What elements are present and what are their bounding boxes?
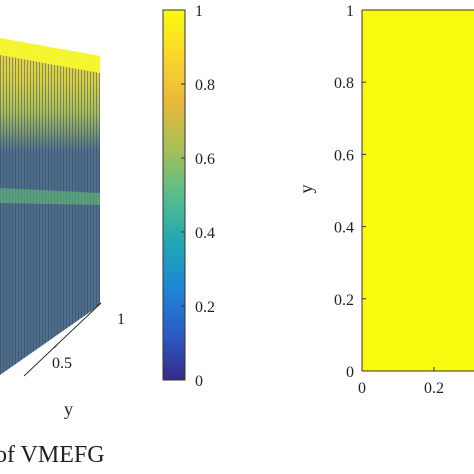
figure-caption: of VMEFG — [0, 442, 105, 468]
heatmap-x-tick-label: 0 — [358, 380, 366, 397]
y-tick-label: 1 — [117, 311, 125, 328]
colorbar: 0 0.2 0.4 0.6 0.8 1 — [162, 3, 215, 390]
colorbar-tick-label: 0.6 — [195, 151, 215, 168]
y-axis-label: y — [64, 399, 73, 419]
colorbar-gradient — [162, 9, 186, 381]
y-axis-line — [23, 302, 102, 377]
surface-side-mesh — [0, 55, 100, 375]
colorbar-tick-label: 1 — [195, 3, 203, 20]
surface-plot: 0.5 1 y — [0, 38, 125, 419]
surface-top-mesh — [0, 38, 100, 73]
y-tick-mark — [96, 302, 102, 307]
heatmap-plot: 0 0.2 0.4 0.6 0.8 1 0 0.2 y — [296, 3, 474, 397]
heatmap-x-tick-label: 0.2 — [424, 380, 444, 397]
colorbar-tick-label: 0.8 — [195, 77, 215, 94]
colorbar-tick-label: 0.2 — [195, 299, 215, 316]
heatmap-y-tick-label: 0.6 — [334, 147, 354, 164]
y-tick-label: 0.5 — [52, 355, 72, 372]
y-tick-mark — [53, 344, 58, 349]
heatmap-y-tick-label: 0.4 — [334, 220, 354, 237]
heatmap-y-axis-label: y — [296, 185, 316, 194]
heatmap-fill — [362, 10, 474, 371]
colorbar-tick-label: 0.4 — [195, 225, 215, 242]
heatmap-y-tick-label: 0 — [346, 364, 354, 381]
surface-band — [0, 188, 100, 205]
colorbar-tick-label: 0 — [195, 373, 203, 390]
heatmap-y-tick-label: 0.2 — [334, 292, 354, 309]
heatmap-y-tick-label: 1 — [346, 3, 354, 20]
heatmap-y-tick-label: 0.8 — [334, 75, 354, 92]
